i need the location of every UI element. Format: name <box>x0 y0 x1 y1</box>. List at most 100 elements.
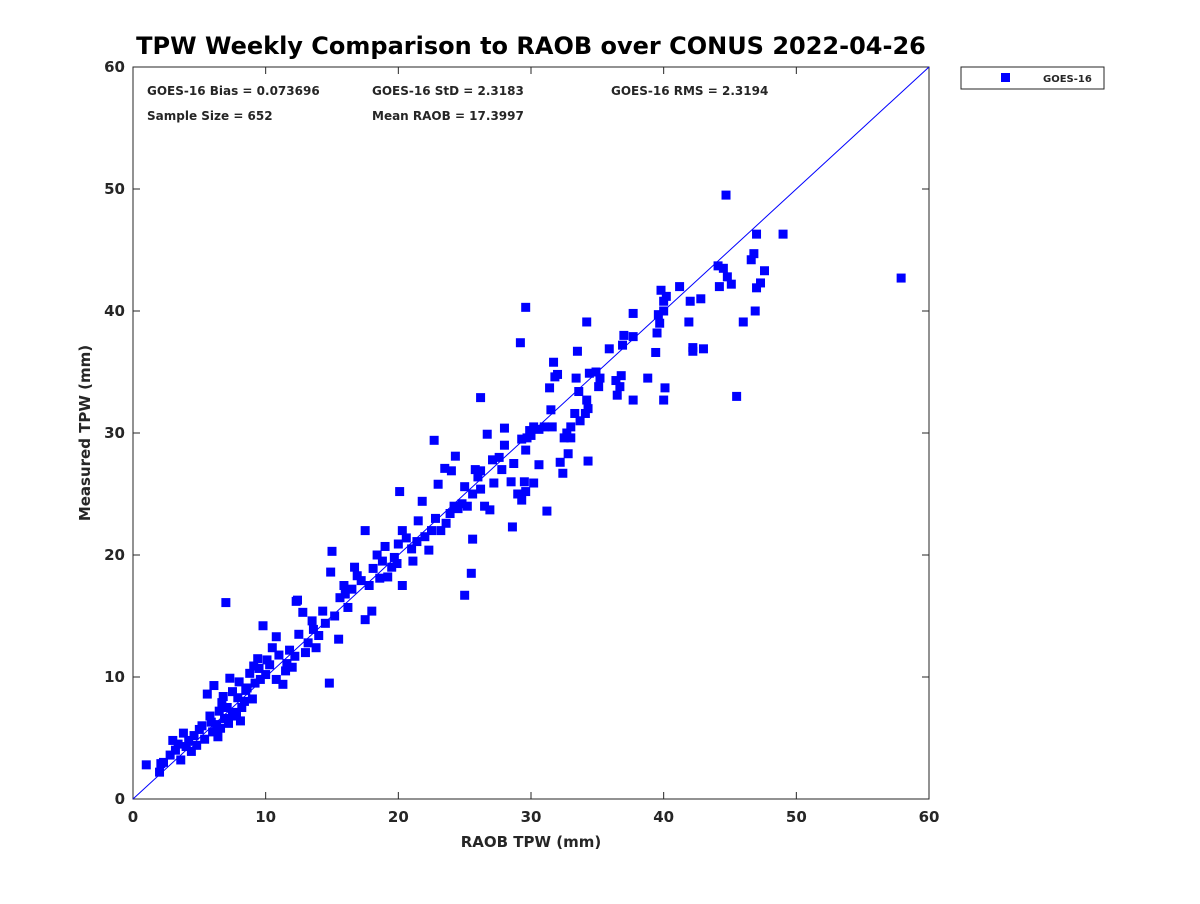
data-point <box>595 373 605 383</box>
data-point <box>170 745 180 755</box>
data-point <box>684 317 694 327</box>
data-point <box>558 468 568 478</box>
stat-mean-raob: Mean RAOB = 17.3997 <box>372 109 524 123</box>
data-point <box>562 428 572 438</box>
data-point <box>247 694 257 704</box>
data-point <box>534 460 544 470</box>
data-point <box>271 632 281 642</box>
data-point <box>726 279 736 289</box>
data-point <box>218 692 228 702</box>
data-point <box>424 545 434 555</box>
data-point <box>718 263 728 273</box>
data-point <box>221 598 231 608</box>
data-point <box>604 344 614 354</box>
data-point <box>393 539 403 549</box>
data-point <box>436 526 446 536</box>
data-point <box>194 724 204 734</box>
data-point <box>521 302 531 312</box>
data-point <box>368 563 378 573</box>
data-point <box>433 479 443 489</box>
data-point <box>168 735 178 745</box>
data-point <box>340 589 350 599</box>
data-point <box>372 550 382 560</box>
data-point <box>217 698 227 708</box>
data-point <box>420 532 430 542</box>
data-point <box>282 659 292 669</box>
data-point <box>553 369 563 379</box>
data-point <box>615 382 625 392</box>
data-point <box>473 472 483 482</box>
data-point <box>896 273 906 283</box>
data-point <box>628 308 638 318</box>
data-point <box>389 552 399 562</box>
data-point <box>661 291 671 301</box>
stat-std: GOES-16 StD = 2.3183 <box>372 84 524 98</box>
data-point <box>572 346 582 356</box>
x-tick-label: 50 <box>786 808 807 826</box>
data-point <box>756 278 766 288</box>
data-point <box>628 332 638 342</box>
data-point <box>287 662 297 672</box>
data-point <box>397 526 407 536</box>
data-point <box>290 651 300 661</box>
data-point <box>713 261 723 271</box>
data-point <box>549 357 559 367</box>
data-point <box>267 643 277 653</box>
data-point <box>497 465 507 475</box>
data-point <box>539 422 549 432</box>
data-point <box>494 452 504 462</box>
data-point <box>652 328 662 338</box>
data-point <box>542 506 552 516</box>
data-point <box>450 451 460 461</box>
data-point <box>446 466 456 476</box>
x-tick-label: 60 <box>919 808 940 826</box>
data-point <box>517 495 527 505</box>
data-point <box>192 740 202 750</box>
data-point <box>582 395 592 405</box>
data-point <box>387 562 397 572</box>
data-points <box>141 190 906 777</box>
data-point <box>202 689 212 699</box>
data-point <box>360 526 370 536</box>
data-point <box>445 509 455 519</box>
data-point <box>408 556 418 566</box>
data-point <box>356 576 366 586</box>
data-point <box>397 581 407 590</box>
x-axis-label: RAOB TPW (mm) <box>461 833 602 851</box>
data-point <box>522 433 532 443</box>
data-point <box>485 505 495 515</box>
y-tick-label: 50 <box>104 180 125 198</box>
data-point <box>480 501 490 511</box>
y-tick-label: 0 <box>115 790 125 808</box>
data-point <box>685 296 695 306</box>
data-point <box>326 567 336 577</box>
data-point <box>307 616 317 626</box>
data-point <box>441 518 451 528</box>
data-point <box>722 272 732 282</box>
data-point <box>347 584 357 594</box>
data-point <box>513 489 523 499</box>
data-point <box>278 679 288 689</box>
data-point <box>237 703 247 712</box>
data-point <box>521 487 531 497</box>
data-point <box>656 285 666 295</box>
data-point <box>239 696 249 706</box>
x-tick-label: 40 <box>653 808 674 826</box>
data-point <box>507 522 517 532</box>
data-point <box>468 489 478 499</box>
data-point <box>377 556 387 566</box>
data-point <box>594 382 604 392</box>
data-point <box>509 459 519 468</box>
data-point <box>759 266 769 276</box>
data-point <box>470 465 480 475</box>
data-point <box>659 395 669 405</box>
data-point <box>582 317 592 327</box>
data-point <box>327 546 337 556</box>
data-point <box>165 750 175 760</box>
data-point <box>643 373 653 383</box>
legend: GOES-16 <box>960 66 1105 90</box>
data-point <box>440 463 450 473</box>
data-point <box>141 760 151 770</box>
data-point <box>281 666 291 676</box>
data-point <box>616 371 626 381</box>
